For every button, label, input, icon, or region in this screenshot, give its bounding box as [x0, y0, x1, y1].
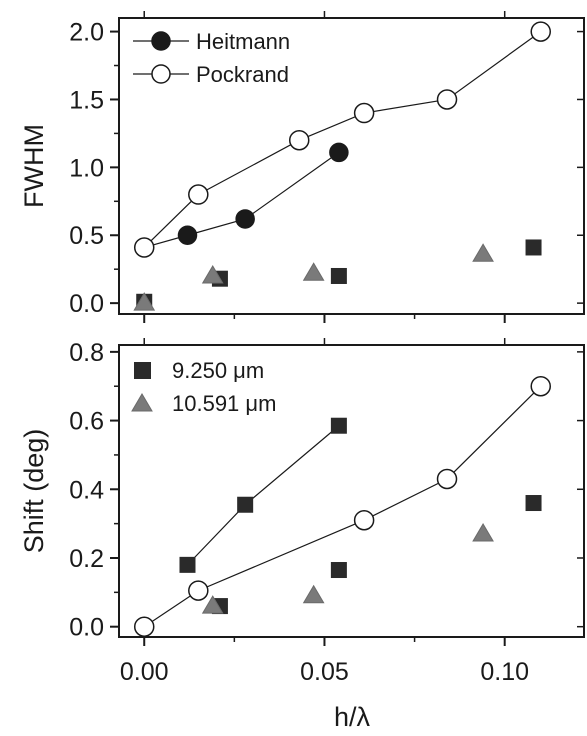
fwhm-ytick-label: 1.0 — [69, 154, 104, 182]
shift-point-open-circle — [436, 468, 458, 490]
shift-point-open-circle — [530, 375, 551, 397]
fwhm-ytick-label: 0.5 — [69, 222, 104, 250]
shift-xticks: 0.00 0.05 0.10 — [120, 338, 529, 686]
fwhm-point-open-circle — [188, 184, 209, 205]
shift-point-square — [525, 495, 542, 512]
fwhm-lines — [143, 31, 542, 249]
shift-yticks: 0.0 0.2 0.4 0.6 0.8 — [69, 339, 584, 642]
fwhm-plot-frame — [118, 17, 585, 315]
shift-panel: 0.0 0.2 0.4 0.6 0.8 0.00 0.05 0.10 Shift (deg)… — [19, 338, 585, 732]
shift-xtick-label: 0.05 — [300, 658, 349, 686]
shift-ytick-label: 0.6 — [69, 408, 104, 436]
shift-xtick-label: 0.10 — [480, 658, 529, 686]
fwhm-legend: Heitmann Pockrand — [133, 29, 290, 87]
fwhm-point-triangle — [472, 243, 494, 262]
shift-point-triangle — [302, 584, 325, 604]
legend-marker-pockrand — [151, 64, 171, 84]
shift-markers — [133, 375, 551, 637]
fwhm-xticks — [143, 11, 506, 323]
fwhm-point-square — [330, 267, 347, 284]
shift-plot-frame — [118, 344, 585, 638]
fwhm-point-filled-circle — [329, 142, 349, 163]
legend-label-10591: 10.591 μm — [172, 391, 276, 416]
fwhm-point-open-circle — [288, 129, 310, 151]
shift-ylabel: Shift (deg) — [19, 429, 49, 554]
shift-point-triangle — [201, 595, 224, 614]
shift-ytick-label: 0.4 — [69, 476, 104, 504]
fwhm-point-open-circle — [436, 89, 458, 110]
fwhm-ylabel: FWHM — [19, 124, 49, 208]
legend-marker-10591 — [131, 393, 153, 412]
shift-point-square — [330, 562, 347, 579]
fwhm-series-line — [143, 31, 542, 248]
legend-marker-9250 — [134, 362, 151, 379]
shift-point-square — [179, 556, 196, 573]
fwhm-markers — [133, 21, 551, 311]
fwhm-point-open-circle — [133, 237, 155, 258]
fwhm-point-open-circle — [530, 21, 551, 42]
shift-point-open-circle — [353, 509, 375, 531]
fwhm-ytick-label: 1.5 — [69, 86, 104, 114]
shift-ytick-label: 0.0 — [69, 614, 104, 642]
legend-label-9250: 9.250 μm — [172, 358, 264, 383]
shift-point-triangle — [472, 522, 494, 542]
shift-point-square — [330, 417, 347, 434]
fwhm-point-square — [525, 239, 542, 256]
shift-ytick-label: 0.8 — [69, 339, 104, 367]
fwhm-point-triangle — [302, 262, 325, 281]
shift-ytick-label: 0.2 — [69, 545, 104, 573]
fwhm-point-open-circle — [353, 102, 375, 124]
fwhm-series-line — [144, 151, 340, 249]
shift-xtick-label: 0.00 — [120, 658, 169, 686]
shift-point-open-circle — [133, 616, 155, 637]
shift-point-square — [237, 496, 254, 513]
shift-xlabel: h/λ — [334, 702, 371, 732]
fwhm-ytick-label: 2.0 — [69, 19, 104, 47]
legend-marker-heitmann — [151, 31, 171, 51]
fwhm-point-filled-circle — [235, 209, 255, 229]
fwhm-point-triangle — [133, 292, 156, 311]
shift-point-open-circle — [188, 580, 209, 601]
fwhm-ytick-label: 0.0 — [69, 290, 104, 318]
shift-legend: 9.250 μm 10.591 μm — [131, 358, 276, 416]
fwhm-point-triangle — [201, 264, 224, 284]
fwhm-point-filled-circle — [177, 225, 198, 245]
shift-series-line — [187, 425, 340, 566]
legend-label-pockrand: Pockrand — [196, 62, 289, 87]
legend-label-heitmann: Heitmann — [196, 29, 290, 54]
fwhm-yticks: 0.0 0.5 1.0 1.5 2.0 — [69, 19, 584, 318]
fwhm-panel: 0.0 0.5 1.0 1.5 2.0 FWHM Heitmann Pockrand — [19, 11, 585, 323]
